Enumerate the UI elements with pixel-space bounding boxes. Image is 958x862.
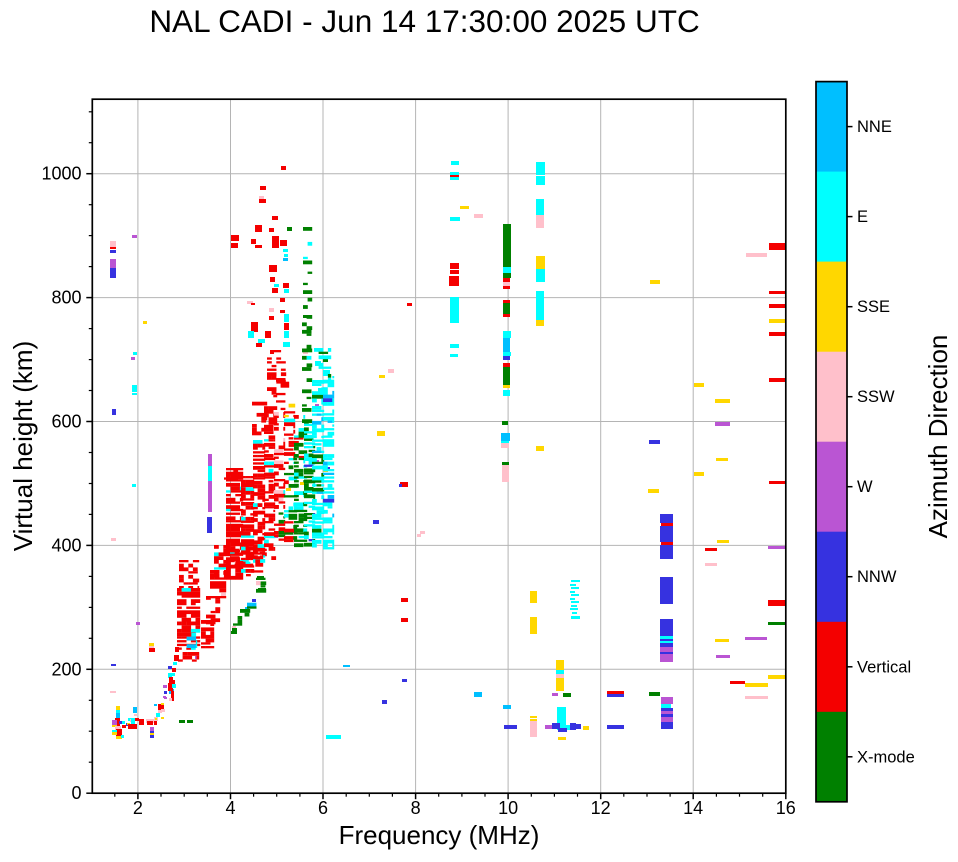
svg-text:NAL CADI - Jun 14 17:30:00 202: NAL CADI - Jun 14 17:30:00 2025 UTC xyxy=(149,3,699,39)
svg-text:10: 10 xyxy=(498,798,518,818)
svg-text:14: 14 xyxy=(683,798,703,818)
svg-text:0: 0 xyxy=(71,783,81,803)
svg-text:NNW: NNW xyxy=(857,568,897,586)
svg-text:8: 8 xyxy=(411,798,421,818)
svg-text:600: 600 xyxy=(51,412,81,432)
svg-text:400: 400 xyxy=(51,535,81,555)
svg-text:200: 200 xyxy=(51,659,81,679)
svg-text:X-mode: X-mode xyxy=(857,748,915,766)
svg-text:Frequency (MHz): Frequency (MHz) xyxy=(339,820,540,850)
svg-text:4: 4 xyxy=(225,798,235,818)
svg-text:1000: 1000 xyxy=(41,164,81,184)
svg-text:16: 16 xyxy=(776,798,796,818)
svg-text:2: 2 xyxy=(133,798,143,818)
svg-text:SSE: SSE xyxy=(857,298,890,316)
svg-text:Azimuth Direction: Azimuth Direction xyxy=(923,335,953,539)
svg-text:Virtual height (km): Virtual height (km) xyxy=(8,341,38,552)
svg-text:Vertical: Vertical xyxy=(857,658,911,676)
svg-text:W: W xyxy=(857,478,873,496)
svg-text:E: E xyxy=(857,208,868,226)
svg-text:SSW: SSW xyxy=(857,388,895,406)
svg-text:NNE: NNE xyxy=(857,118,892,136)
svg-text:800: 800 xyxy=(51,288,81,308)
svg-text:6: 6 xyxy=(318,798,328,818)
svg-text:12: 12 xyxy=(591,798,611,818)
